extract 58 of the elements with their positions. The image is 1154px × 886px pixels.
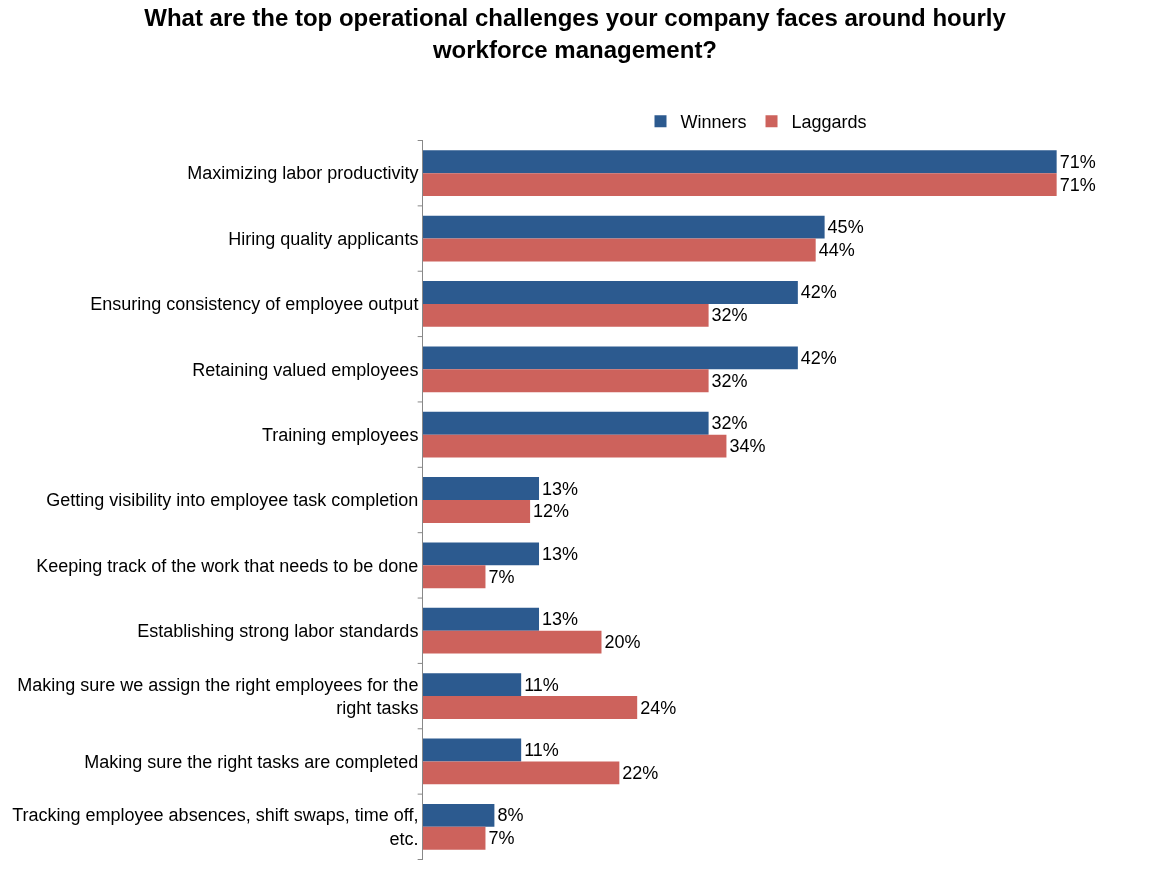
data-label: 11% xyxy=(524,740,559,761)
data-label: 32% xyxy=(711,370,748,391)
data-label: 71% xyxy=(1059,151,1096,172)
bar xyxy=(423,630,602,654)
data-label: 13% xyxy=(542,543,579,564)
data-label: 24% xyxy=(640,697,677,718)
data-label: 71% xyxy=(1059,174,1096,195)
bar xyxy=(423,565,486,589)
bar xyxy=(423,215,825,239)
legend-label: Winners xyxy=(680,112,747,133)
data-label: 44% xyxy=(818,239,855,260)
y-tick-label: Getting visibility into employee task completion xyxy=(46,490,419,511)
y-tick-label: Tracking employee absences, shift swaps, time off, etc. xyxy=(12,805,419,849)
data-label: 13% xyxy=(542,609,579,630)
bar xyxy=(423,238,816,262)
bar xyxy=(423,369,709,393)
bar xyxy=(423,281,798,304)
bar xyxy=(423,150,1057,174)
bar xyxy=(423,477,540,500)
bar xyxy=(423,173,1057,197)
data-label: 20% xyxy=(604,632,641,653)
bar xyxy=(423,696,638,719)
bar xyxy=(423,346,798,370)
data-label: 45% xyxy=(827,217,864,238)
data-label: 13% xyxy=(542,478,579,499)
bar xyxy=(423,803,495,827)
data-label: 34% xyxy=(729,436,766,457)
bar xyxy=(423,542,540,566)
bar xyxy=(423,673,522,697)
data-label: 32% xyxy=(711,305,748,326)
bar xyxy=(423,826,486,850)
bar xyxy=(423,738,522,762)
y-tick-label: Retaining valued employees xyxy=(192,359,419,380)
y-tick-label: Keeping track of the work that needs to be done xyxy=(36,555,419,576)
y-tick-label: Maximizing labor productivity xyxy=(187,163,419,184)
bar xyxy=(423,303,709,327)
data-label: 7% xyxy=(488,566,515,587)
data-label: 32% xyxy=(711,413,748,434)
y-tick-label: Making sure we assign the right employees for the right tasks xyxy=(17,674,419,719)
bar xyxy=(423,607,540,631)
bar xyxy=(423,411,709,435)
chart-title: What are the top operational challenges your company faces around hourly workforce management? xyxy=(144,4,1007,63)
data-label: 22% xyxy=(622,762,659,783)
data-label: 42% xyxy=(800,282,837,303)
bar xyxy=(423,761,620,785)
y-tick-label: Establishing strong labor standards xyxy=(137,621,419,642)
y-tick-label: Hiring quality applicants xyxy=(228,228,419,249)
y-tick-label: Ensuring consistency of employee output xyxy=(90,294,419,315)
bar xyxy=(423,500,531,523)
bar xyxy=(423,434,727,458)
y-tick-label: Making sure the right tasks are completed xyxy=(84,751,419,772)
data-label: 7% xyxy=(488,828,515,849)
data-label: 8% xyxy=(497,805,524,826)
data-label: 12% xyxy=(533,501,570,522)
data-label: 42% xyxy=(800,347,837,368)
data-label: 11% xyxy=(524,674,559,695)
y-tick-label: Training employees xyxy=(261,424,419,445)
legend-label: Laggards xyxy=(791,112,867,133)
